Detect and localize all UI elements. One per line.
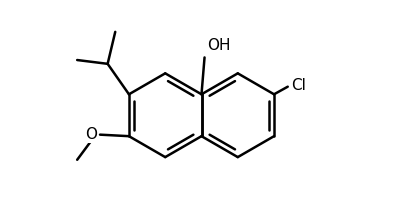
Text: Cl: Cl — [291, 78, 305, 93]
Text: O: O — [85, 127, 97, 142]
Text: OH: OH — [207, 38, 231, 53]
